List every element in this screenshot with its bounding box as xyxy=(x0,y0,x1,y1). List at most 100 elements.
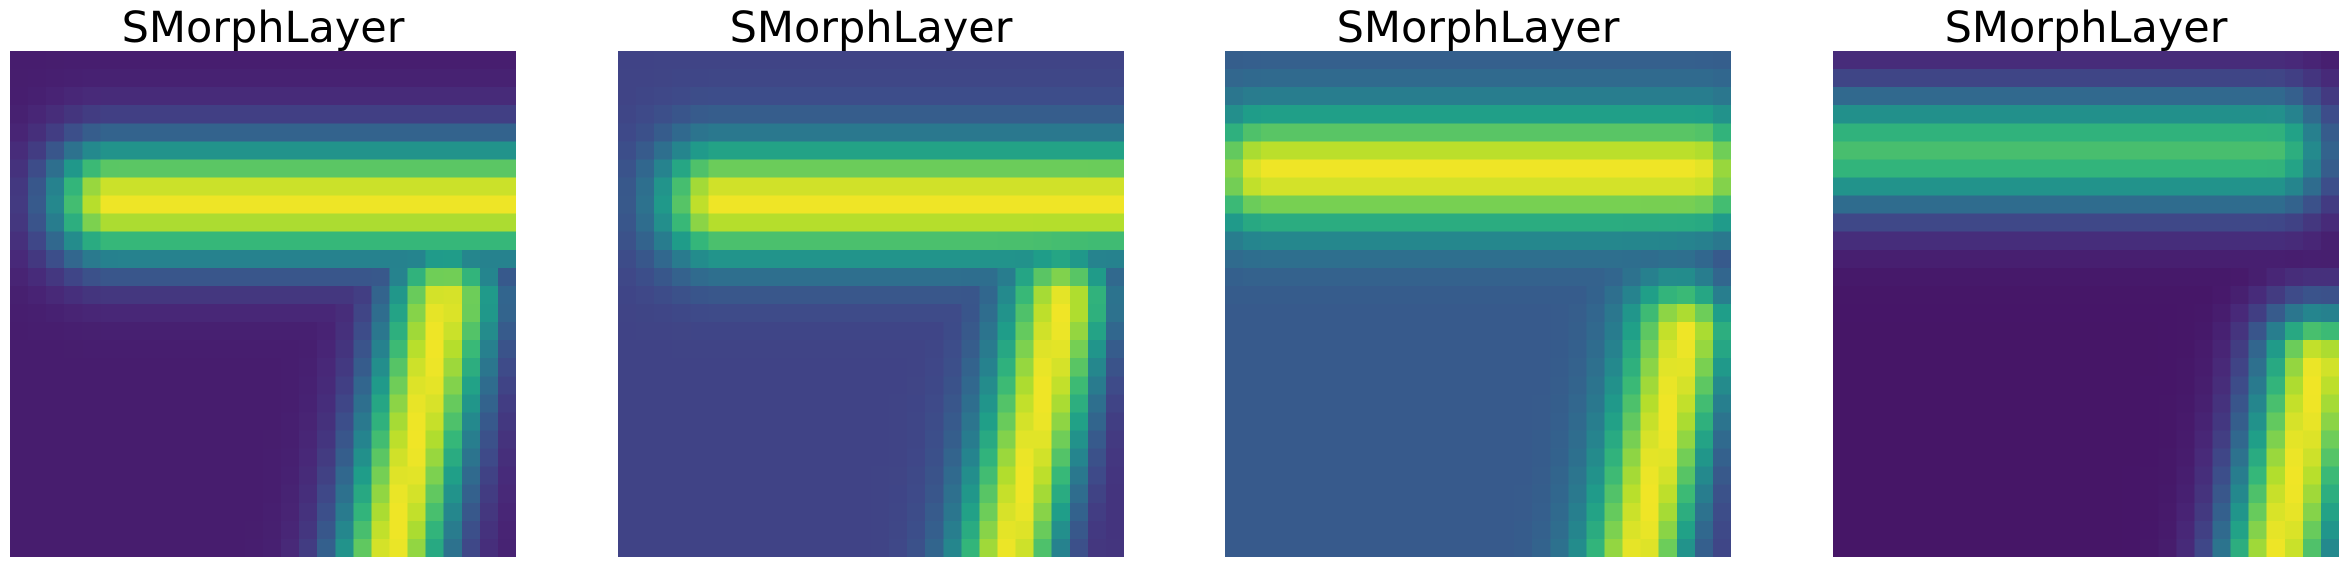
heatmap-cell xyxy=(2122,105,2141,124)
heatmap-cell xyxy=(2067,502,2087,522)
heatmap-cell xyxy=(299,69,318,88)
heatmap-cell xyxy=(907,249,926,269)
heatmap-cell xyxy=(2248,520,2268,540)
heatmap-cell xyxy=(2230,466,2250,486)
heatmap-cell xyxy=(190,394,210,413)
heatmap-cell xyxy=(1333,213,1352,233)
heatmap-cell xyxy=(1333,376,1352,395)
heatmap-cell xyxy=(1261,304,1280,323)
heatmap-cell xyxy=(190,87,210,106)
heatmap-cell xyxy=(2194,466,2213,486)
heatmap-cell xyxy=(281,159,300,178)
heatmap-cell xyxy=(1995,177,2015,196)
heatmap-cell xyxy=(389,394,408,413)
heatmap-cell xyxy=(1941,520,1960,540)
heatmap-cell xyxy=(798,105,818,124)
heatmap-cell xyxy=(943,69,962,88)
heatmap-cell xyxy=(1941,249,1960,269)
heatmap-cell xyxy=(1351,304,1370,323)
heatmap-cell xyxy=(979,538,998,557)
heatmap-cell xyxy=(461,213,481,233)
heatmap-cell xyxy=(2302,105,2322,124)
heatmap-cell xyxy=(64,304,83,323)
heatmap-cell xyxy=(263,159,282,178)
heatmap-cell xyxy=(871,87,890,106)
heatmap-cell xyxy=(852,87,872,106)
heatmap-cell xyxy=(2049,231,2069,251)
heatmap-cell xyxy=(353,358,372,377)
heatmap-cell xyxy=(1369,87,1389,106)
heatmap-cell xyxy=(762,520,782,540)
heatmap-cell xyxy=(1496,195,1515,215)
heatmap-cell xyxy=(1478,448,1497,468)
heatmap-cell xyxy=(816,520,836,540)
heatmap-cell xyxy=(118,249,137,269)
heatmap-cell xyxy=(798,502,818,522)
heatmap-cell xyxy=(726,159,745,178)
heatmap-cell xyxy=(1015,195,1035,215)
heatmap-cell xyxy=(780,141,800,160)
heatmap-cell xyxy=(1387,358,1407,377)
heatmap-cell xyxy=(2212,231,2231,251)
heatmap-cell xyxy=(1514,87,1533,106)
heatmap-cell xyxy=(1851,213,1870,233)
heatmap-cell xyxy=(1496,69,1515,88)
heatmap-cell xyxy=(2104,159,2123,178)
heatmap-cell xyxy=(889,195,908,215)
heatmap-cell xyxy=(226,412,246,431)
heatmap-cell xyxy=(190,466,210,486)
heatmap-cell xyxy=(1694,358,1714,377)
heatmap-cell xyxy=(889,69,908,88)
heatmap-cell xyxy=(672,430,691,449)
heatmap-cell xyxy=(1640,484,1660,504)
heatmap-cell xyxy=(335,177,354,196)
heatmap-cell xyxy=(2284,466,2304,486)
heatmap-cell xyxy=(1622,105,1642,124)
heatmap-cell xyxy=(10,304,29,323)
heatmap-cell xyxy=(1033,358,1053,377)
heatmap-cell xyxy=(1532,105,1551,124)
heatmap-cell xyxy=(2031,177,2051,196)
heatmap-cell xyxy=(443,69,463,88)
heatmap-cell xyxy=(1069,376,1089,395)
heatmap-cell xyxy=(1851,267,1870,287)
heatmap-cell xyxy=(1923,484,1942,504)
heatmap-cell xyxy=(1694,267,1714,287)
heatmap-cell xyxy=(389,141,408,160)
heatmap-cell xyxy=(997,141,1016,160)
heatmap-cell xyxy=(1478,69,1497,88)
heatmap-cell xyxy=(2104,376,2123,395)
heatmap-cell xyxy=(317,177,336,196)
heatmap-cell xyxy=(2284,213,2304,233)
heatmap-cell xyxy=(371,520,390,540)
heatmap-cell xyxy=(1532,304,1551,323)
heatmap-cell xyxy=(1369,213,1389,233)
heatmap-cell xyxy=(816,213,836,233)
heatmap-cell xyxy=(636,502,655,522)
heatmap-cell xyxy=(118,123,137,142)
heatmap-cell xyxy=(1087,448,1107,468)
heatmap-cell xyxy=(1851,177,1870,196)
heatmap-cell xyxy=(100,376,119,395)
heatmap-cell xyxy=(834,123,854,142)
heatmap-cell xyxy=(82,213,101,233)
heatmap-cell xyxy=(2140,376,2159,395)
heatmap-cell xyxy=(1905,304,1924,323)
heatmap-cell xyxy=(1387,376,1407,395)
heatmap-cell xyxy=(1369,394,1389,413)
heatmap-cell xyxy=(871,285,890,305)
heatmap-cell xyxy=(2266,394,2286,413)
heatmap-cell xyxy=(1087,105,1107,124)
heatmap-cell xyxy=(2031,358,2051,377)
heatmap-cell xyxy=(2320,177,2339,196)
heatmap-cell xyxy=(497,213,516,233)
heatmap-cell xyxy=(798,51,818,70)
heatmap-cell xyxy=(190,159,210,178)
heatmap-cell xyxy=(82,358,101,377)
heatmap-cell xyxy=(2248,376,2268,395)
heatmap-cell xyxy=(1887,213,1906,233)
heatmap-cell xyxy=(28,484,47,504)
heatmap-cell xyxy=(1995,538,2015,557)
heatmap-cell xyxy=(979,249,998,269)
